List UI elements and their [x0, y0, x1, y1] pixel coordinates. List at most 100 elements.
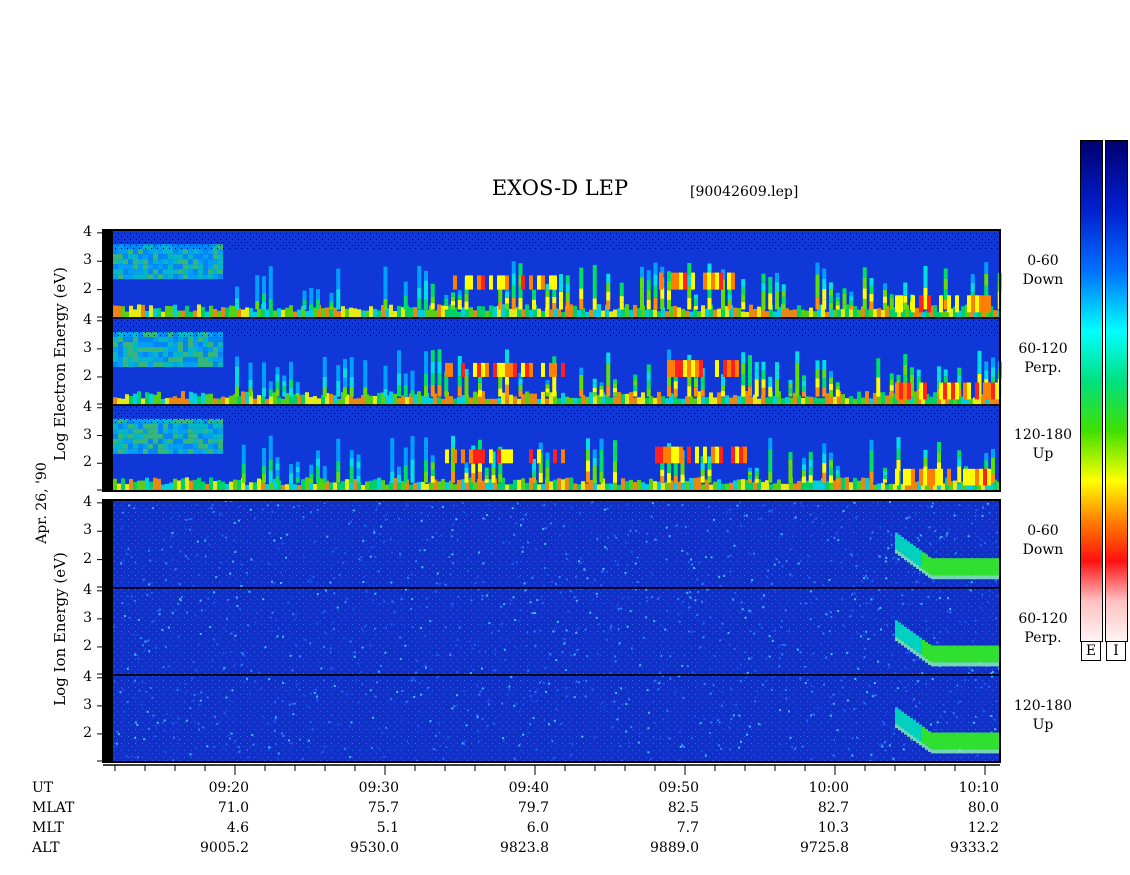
y-tick-label: 4: [83, 223, 92, 240]
panel-noise: [113, 588, 1000, 675]
panel-left-strip: [103, 588, 113, 675]
ion-dispersive-band: [895, 532, 1000, 580]
pitch-angle-range: 120-180: [1013, 697, 1073, 714]
y-tick-label: 2: [83, 454, 92, 471]
ion-group-frame: [102, 499, 1001, 763]
panel-electron-0: [102, 229, 1002, 319]
y-tick-label: 3: [83, 696, 92, 713]
pitch-direction: Perp.: [1024, 629, 1062, 646]
electron-early-band: [113, 332, 223, 368]
date-label: Apr. 26, '90: [34, 462, 50, 544]
panel-electron-2: [102, 404, 1001, 492]
panel-pitch-label: 0-60 Down: [1003, 252, 1083, 290]
pitch-angle-range: 0-60: [1027, 523, 1059, 539]
colorbar-electron: [1080, 140, 1103, 642]
electron-group-frame: [102, 229, 1001, 492]
footer-alt-value: 9889.0: [650, 840, 699, 856]
y-tick-label: 4: [83, 311, 92, 328]
footer-mlt-value: 12.2: [967, 820, 999, 836]
footer-alt-value: 9823.8: [500, 840, 549, 856]
y-tick-label: 2: [83, 637, 92, 654]
footer-alt-value: 9530.0: [350, 840, 399, 856]
electron-feature-1: [453, 275, 557, 290]
footer-mlat-value: 71.0: [217, 800, 249, 816]
panel-left-strip: [103, 230, 113, 318]
panel-electron-1: [102, 317, 1002, 406]
colorbar-ion-label: I: [1106, 641, 1126, 661]
footer-label-ut: UT: [32, 780, 54, 796]
footer-label-mlt: MLT: [32, 820, 64, 836]
ion-y-axis-label: Log Ion Energy (eV): [51, 552, 69, 706]
footer-label-mlat: MLAT: [32, 800, 75, 816]
footer-ut-value: 09:30: [358, 780, 399, 796]
electron-early-band: [113, 244, 223, 280]
footer-mlt-value: 7.7: [676, 820, 699, 836]
footer-alt-value: 9005.2: [200, 840, 249, 856]
panel-pitch-label: 60-120 Perp.: [1003, 340, 1083, 378]
electron-feature-2: [667, 360, 739, 377]
footer-mlt-value: 5.1: [376, 820, 399, 836]
panel-pitch-label: 0-60 Down: [1003, 522, 1083, 560]
pitch-direction: Up: [1032, 716, 1054, 733]
footer-label-alt: ALT: [32, 840, 60, 856]
footer-ut-value: 09:40: [508, 780, 549, 796]
y-tick-label: 2: [83, 280, 92, 297]
y-tick-label: 3: [83, 339, 92, 356]
footer-ut-value: 09:20: [208, 780, 249, 796]
y-tick-label: 3: [83, 252, 92, 269]
panel-pitch-label: 60-120 Perp.: [1003, 610, 1083, 648]
pitch-direction: Down: [1022, 542, 1064, 558]
electron-spikes: [241, 435, 995, 483]
footer-alt-value: 9725.8: [800, 840, 849, 856]
electron-feature-2: [655, 446, 747, 464]
electron-low-energy-band: [113, 391, 1001, 405]
chart-title: EXOS-D LEP: [491, 176, 629, 200]
footer-mlat-value: 80.0: [967, 800, 999, 816]
pitch-direction: Down: [1022, 272, 1064, 288]
y-tick-label: 4: [83, 398, 92, 415]
panel-ion-2: [102, 674, 1001, 763]
file-name: [90042609.lep]: [690, 184, 799, 200]
panel-noise: [113, 675, 1000, 762]
electron-feature-2: [659, 272, 735, 290]
pitch-angle-range: 120-180: [1013, 427, 1073, 443]
electron-feature-3: [895, 295, 991, 313]
footer-mlat-value: 79.7: [517, 800, 549, 816]
y-tick-label: 2: [83, 550, 92, 567]
panel-left-strip: [103, 405, 113, 491]
ion-dispersive-band: [895, 707, 1000, 754]
y-tick-label: 2: [83, 724, 92, 741]
footer-mlt-value: 10.3: [817, 820, 849, 836]
panel-pitch-label: 120-180 Up: [1003, 426, 1083, 464]
panel-left-strip: [103, 318, 113, 405]
footer-ut-value: 10:00: [808, 780, 849, 796]
pitch-direction: Perp.: [1024, 359, 1062, 376]
panel-left-strip: [103, 675, 113, 762]
panel-noise: [113, 318, 1000, 338]
footer-ut-value: 09:50: [658, 780, 699, 796]
footer-mlat-value: 82.7: [817, 800, 849, 816]
footer-alt-value: 9333.2: [950, 840, 999, 856]
y-tick-label: 3: [83, 522, 92, 539]
footer-mlt-value: 4.6: [226, 820, 249, 836]
panel-noise: [113, 405, 1000, 424]
electron-feature-1: [445, 449, 565, 464]
panel-left-strip: [103, 500, 113, 588]
y-tick-label: 4: [83, 668, 92, 685]
footer-mlat-value: 82.5: [667, 800, 699, 816]
ion-dispersive-band: [895, 620, 1000, 667]
electron-low-energy-band: [113, 477, 1001, 491]
panel-ion-1: [102, 587, 1001, 676]
pitch-angle-range: 0-60: [1027, 253, 1059, 269]
electron-feature-3: [895, 382, 999, 400]
pitch-direction: Up: [1032, 446, 1054, 462]
electron-feature-1: [445, 362, 565, 377]
footer-ut-value: 10:10: [958, 780, 999, 796]
y-tick-label: 4: [83, 581, 92, 598]
footer-mlt-value: 6.0: [526, 820, 549, 836]
panel-pitch-label: 120-180 Up: [1003, 697, 1083, 735]
pitch-angle-range: 60-120: [1018, 610, 1068, 627]
panel-noise: [113, 500, 1000, 588]
pitch-angle-range: 60-120: [1018, 340, 1068, 357]
